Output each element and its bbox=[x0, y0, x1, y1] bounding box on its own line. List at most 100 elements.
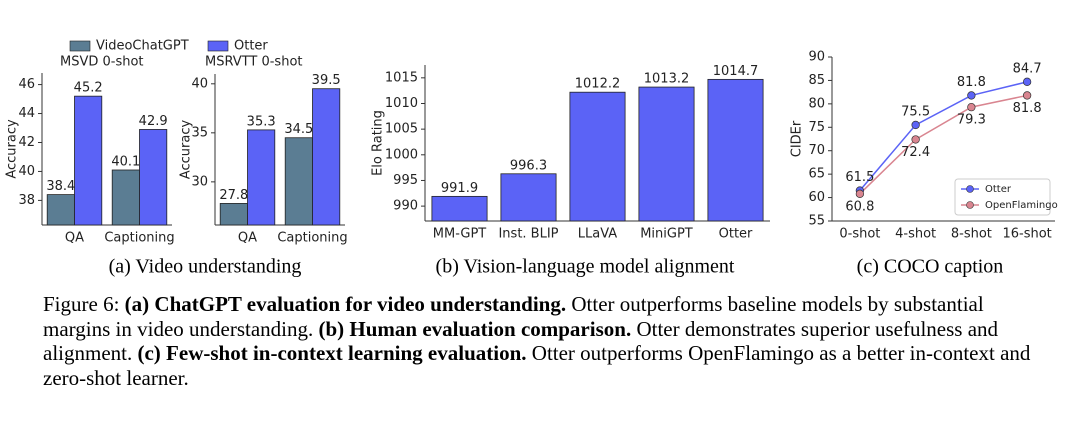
y-tick-label: 1000 bbox=[385, 147, 418, 162]
x-tick-label: 8-shot bbox=[951, 227, 992, 242]
legend-marker bbox=[966, 185, 974, 193]
x-tick-label: Inst. BLIP bbox=[498, 227, 558, 242]
line bbox=[859, 81, 1028, 192]
y-tick-label: 1015 bbox=[385, 70, 418, 85]
y-axis-label: Accuracy bbox=[5, 119, 20, 179]
line bbox=[859, 94, 1028, 195]
marker bbox=[1022, 77, 1032, 86]
data-label: 1014.7 bbox=[713, 64, 759, 79]
figure-caption: Figure 6: (a) ChatGPT evaluation for vid… bbox=[43, 292, 1043, 390]
y-tick-label: 1005 bbox=[385, 122, 418, 137]
data-label: 1013.2 bbox=[644, 72, 690, 87]
caption-run: Otter demonstrates superior usefulness a… bbox=[43, 316, 999, 366]
data-label: 81.8 bbox=[1013, 101, 1042, 116]
x-tick-label: 16-shot bbox=[1002, 227, 1051, 242]
marker bbox=[855, 189, 865, 198]
data-label: 75.5 bbox=[901, 104, 930, 119]
data-label: 60.8 bbox=[845, 199, 874, 214]
bar bbox=[46, 194, 75, 226]
y-tick-label: 65 bbox=[808, 167, 825, 182]
x-tick-label: 0-shot bbox=[839, 227, 880, 242]
data-label: 79.3 bbox=[957, 113, 986, 128]
y-tick-label: 60 bbox=[808, 190, 825, 205]
x-tick-label: LLaVA bbox=[578, 227, 618, 242]
marker bbox=[911, 120, 920, 130]
x-tick-label: Captioning bbox=[277, 231, 347, 246]
caption-run: (c) Few-shot in-context learning evaluat… bbox=[137, 341, 527, 365]
y-tick-label: 85 bbox=[808, 73, 825, 88]
y-tick-label: 70 bbox=[808, 143, 825, 158]
data-label: 61.5 bbox=[845, 170, 874, 185]
bar bbox=[431, 195, 488, 222]
x-tick-label: Captioning bbox=[104, 231, 174, 246]
data-label: 34.5 bbox=[284, 122, 313, 137]
data-label: 40.1 bbox=[111, 154, 140, 169]
data-label: 996.3 bbox=[510, 158, 547, 173]
y-tick-label: 55 bbox=[808, 214, 825, 229]
data-label: 27.8 bbox=[219, 188, 248, 203]
y-tick-label: 30 bbox=[191, 174, 208, 189]
x-tick-label: QA bbox=[238, 231, 257, 246]
bar bbox=[638, 86, 695, 222]
y-tick-label: 990 bbox=[393, 199, 418, 214]
bar bbox=[111, 169, 140, 226]
data-label: 42.9 bbox=[139, 114, 168, 129]
bar bbox=[312, 88, 341, 226]
chart-title: MSVD 0-shot bbox=[60, 55, 144, 70]
data-label: 35.3 bbox=[247, 114, 276, 129]
subcaption: (a) Video understanding bbox=[109, 256, 302, 278]
caption-run: (b) Human evaluation comparison. bbox=[318, 316, 632, 341]
legend-box bbox=[954, 178, 1051, 216]
y-axis-label: Accuracy bbox=[179, 120, 194, 180]
data-label: 45.2 bbox=[74, 81, 103, 96]
bar bbox=[247, 129, 276, 226]
x-tick-label: MiniGPT bbox=[640, 227, 693, 242]
marker bbox=[967, 102, 976, 112]
y-tick-label: 46 bbox=[18, 77, 35, 92]
y-axis-label: Elo Rating bbox=[371, 110, 386, 176]
bar bbox=[569, 91, 626, 222]
charts: 38 40 42 44 46 Accuracy MSVD 0-shot QA Captionin… bbox=[5, 39, 1058, 278]
data-label: 72.4 bbox=[901, 145, 930, 160]
marker bbox=[1022, 91, 1032, 100]
data-label: 991.9 bbox=[441, 181, 478, 196]
y-tick-label: 995 bbox=[393, 173, 418, 188]
x-tick-label: 4-shot bbox=[895, 227, 936, 242]
y-tick-label: 44 bbox=[18, 106, 35, 121]
y-tick-label: 75 bbox=[808, 120, 825, 135]
data-label: 39.5 bbox=[312, 73, 341, 88]
data-label: 1012.2 bbox=[575, 77, 621, 92]
legend-swatch bbox=[69, 40, 91, 52]
legend-label: Otter bbox=[234, 39, 268, 54]
y-tick-label: 40 bbox=[191, 76, 208, 91]
caption-run: Figure 6: bbox=[43, 292, 120, 316]
bar bbox=[284, 137, 313, 226]
y-axis-label: CIDEr bbox=[790, 120, 805, 157]
bar bbox=[219, 203, 248, 226]
caption-run: Otter outperforms OpenFlamingo as a bett… bbox=[43, 341, 1031, 390]
marker bbox=[967, 91, 976, 100]
data-label: 81.8 bbox=[957, 75, 986, 90]
y-tick-label: 90 bbox=[808, 50, 825, 65]
legend-label: Otter bbox=[985, 184, 1012, 195]
subcaption: (c) COCO caption bbox=[857, 256, 1004, 278]
x-tick-label: Otter bbox=[719, 227, 753, 242]
caption-run: Otter outperforms baseline models by sub… bbox=[43, 292, 984, 341]
x-tick-label: MM-GPT bbox=[433, 227, 487, 242]
subcaption: (b) Vision-language model alignment bbox=[436, 256, 735, 278]
marker bbox=[911, 135, 920, 144]
legend-swatch bbox=[207, 40, 229, 52]
bar bbox=[500, 173, 557, 222]
x-tick-label: QA bbox=[65, 231, 84, 246]
bar bbox=[139, 129, 168, 226]
y-tick-label: 38 bbox=[18, 193, 35, 208]
y-tick-label: 80 bbox=[808, 96, 825, 111]
data-label: 38.4 bbox=[46, 179, 75, 194]
y-tick-label: 1010 bbox=[385, 96, 418, 111]
bar bbox=[74, 95, 103, 226]
y-tick-label: 42 bbox=[18, 135, 35, 150]
legend-marker bbox=[966, 201, 974, 209]
legend-label: VideoChatGPT bbox=[96, 39, 189, 54]
caption-run: (a) ChatGPT evaluation for video underst… bbox=[124, 292, 567, 316]
